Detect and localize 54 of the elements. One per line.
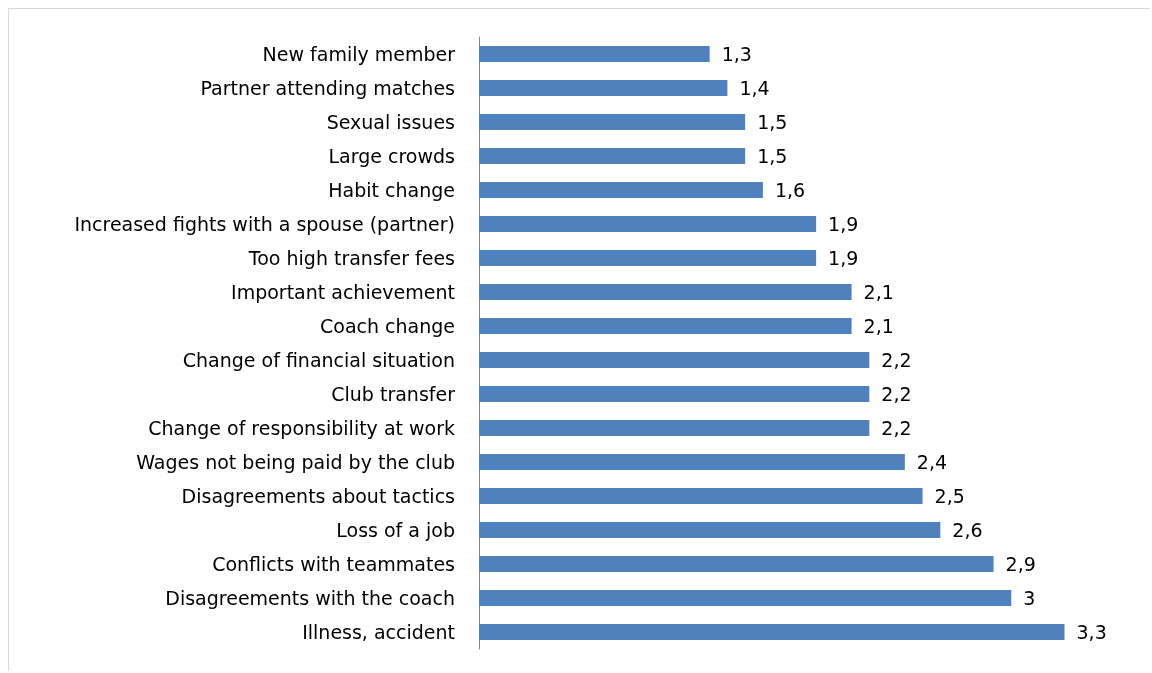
bar	[479, 522, 941, 538]
bar	[479, 182, 763, 198]
data-label: 2,1	[863, 315, 894, 337]
data-label: 2,9	[1005, 553, 1036, 575]
data-label: 3,3	[1076, 621, 1107, 643]
data-label: 1,9	[828, 247, 859, 269]
data-label: 2,2	[881, 383, 912, 405]
data-label: 1,6	[774, 179, 806, 201]
y-tick-label: Important achievement	[231, 281, 455, 303]
bar	[479, 352, 870, 368]
y-tick-label: Change of responsibility at work	[148, 417, 455, 439]
y-tick-label: Increased fights with a spouse (partner)	[74, 213, 455, 235]
data-label: 2,2	[881, 417, 912, 439]
y-tick-label: Habit change	[328, 179, 455, 201]
y-tick-label: Sexual issues	[326, 111, 455, 133]
bar	[479, 80, 728, 96]
data-label: 1,9	[828, 213, 859, 235]
bar	[479, 420, 870, 436]
bar	[479, 624, 1065, 640]
bar	[479, 318, 852, 334]
data-label: 1,5	[757, 111, 788, 133]
bar	[479, 148, 746, 164]
bar	[479, 250, 817, 266]
bar	[479, 590, 1012, 606]
bar	[479, 488, 923, 504]
bar	[479, 386, 870, 402]
bar	[479, 556, 994, 572]
y-tick-label: Conflicts with teammates	[212, 553, 455, 575]
y-tick-label: Too high transfer fees	[247, 247, 455, 269]
y-tick-label: Loss of a job	[336, 519, 455, 541]
y-tick-label: Wages not being paid by the club	[136, 451, 455, 473]
bar	[479, 454, 905, 470]
bar	[479, 216, 817, 232]
data-label: 2,4	[916, 451, 948, 473]
y-tick-label: Change of financial situation	[182, 349, 455, 371]
y-tick-label: Coach change	[320, 315, 455, 337]
bar	[479, 114, 746, 130]
y-tick-label: Disagreements with the coach	[165, 587, 455, 609]
y-tick-label: Large crowds	[328, 145, 455, 167]
data-label: 2,6	[952, 519, 983, 541]
y-tick-label: Partner attending matches	[200, 77, 455, 99]
y-tick-label: Disagreements about tactics	[181, 485, 455, 507]
data-label: 1,5	[757, 145, 788, 167]
data-label: 2,2	[881, 349, 912, 371]
y-tick-label: New family member	[262, 43, 456, 65]
data-label: 3	[1023, 587, 1036, 609]
y-tick-label: Illness, accident	[302, 621, 455, 643]
bar	[479, 46, 710, 62]
data-label: 1,4	[739, 77, 770, 99]
data-label: 2,5	[934, 485, 965, 507]
bar	[479, 284, 852, 300]
data-label: 2,1	[863, 281, 894, 303]
y-tick-label: Club transfer	[331, 383, 456, 405]
data-label: 1,3	[721, 43, 752, 65]
